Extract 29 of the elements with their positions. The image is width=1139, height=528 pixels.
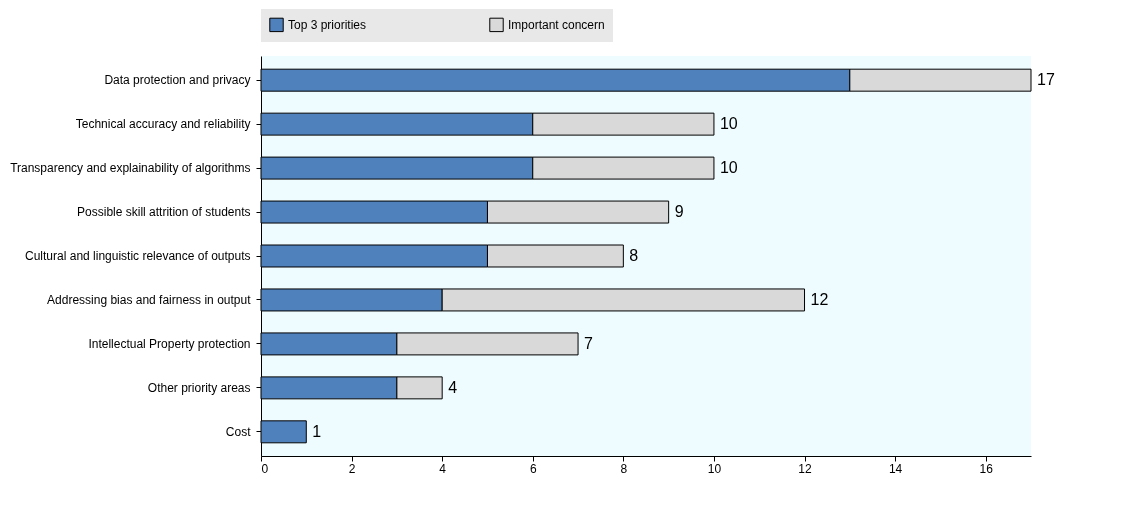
x-tick-label: 0 bbox=[261, 461, 269, 476]
total-label: 10 bbox=[719, 115, 738, 133]
x-tick-label: 2 bbox=[348, 461, 356, 476]
total-label: 4 bbox=[448, 378, 458, 396]
y-tick-label: Intellectual Property protection bbox=[88, 336, 251, 351]
y-tick-label: Technical accuracy and reliability bbox=[75, 117, 251, 132]
x-tick-label: 8 bbox=[620, 461, 628, 476]
total-label: 1 bbox=[312, 422, 322, 440]
y-tick-label: Data protection and privacy bbox=[104, 73, 251, 88]
total-label: 8 bbox=[629, 247, 639, 264]
y-tick-label: Cultural and linguistic relevance of outputs bbox=[25, 249, 251, 263]
total-label: 10 bbox=[719, 159, 738, 177]
x-tick-label: 10 bbox=[707, 461, 722, 476]
x-tick-label: 16 bbox=[979, 461, 994, 476]
y-tick-label: Other priority areas bbox=[147, 380, 251, 395]
y-tick-label: Transparency and explainability of algorithms bbox=[10, 161, 251, 176]
x-tick-label: 12 bbox=[798, 461, 813, 476]
legend-label: Important concern bbox=[508, 17, 605, 32]
total-label: 7 bbox=[584, 334, 594, 352]
legend-label: Top 3 priorities bbox=[288, 17, 367, 32]
x-tick-label: 6 bbox=[529, 461, 537, 476]
y-tick-label: Possible skill attrition of students bbox=[77, 205, 251, 220]
x-tick-label: 14 bbox=[888, 461, 903, 476]
y-tick-label: Addressing bias and fairness in output bbox=[47, 292, 252, 307]
y-tick-label: Cost bbox=[225, 424, 252, 439]
x-tick-label: 4 bbox=[439, 461, 447, 476]
total-label: 12 bbox=[810, 290, 829, 308]
total-label: 9 bbox=[674, 203, 684, 221]
total-label: 17 bbox=[1037, 71, 1055, 89]
